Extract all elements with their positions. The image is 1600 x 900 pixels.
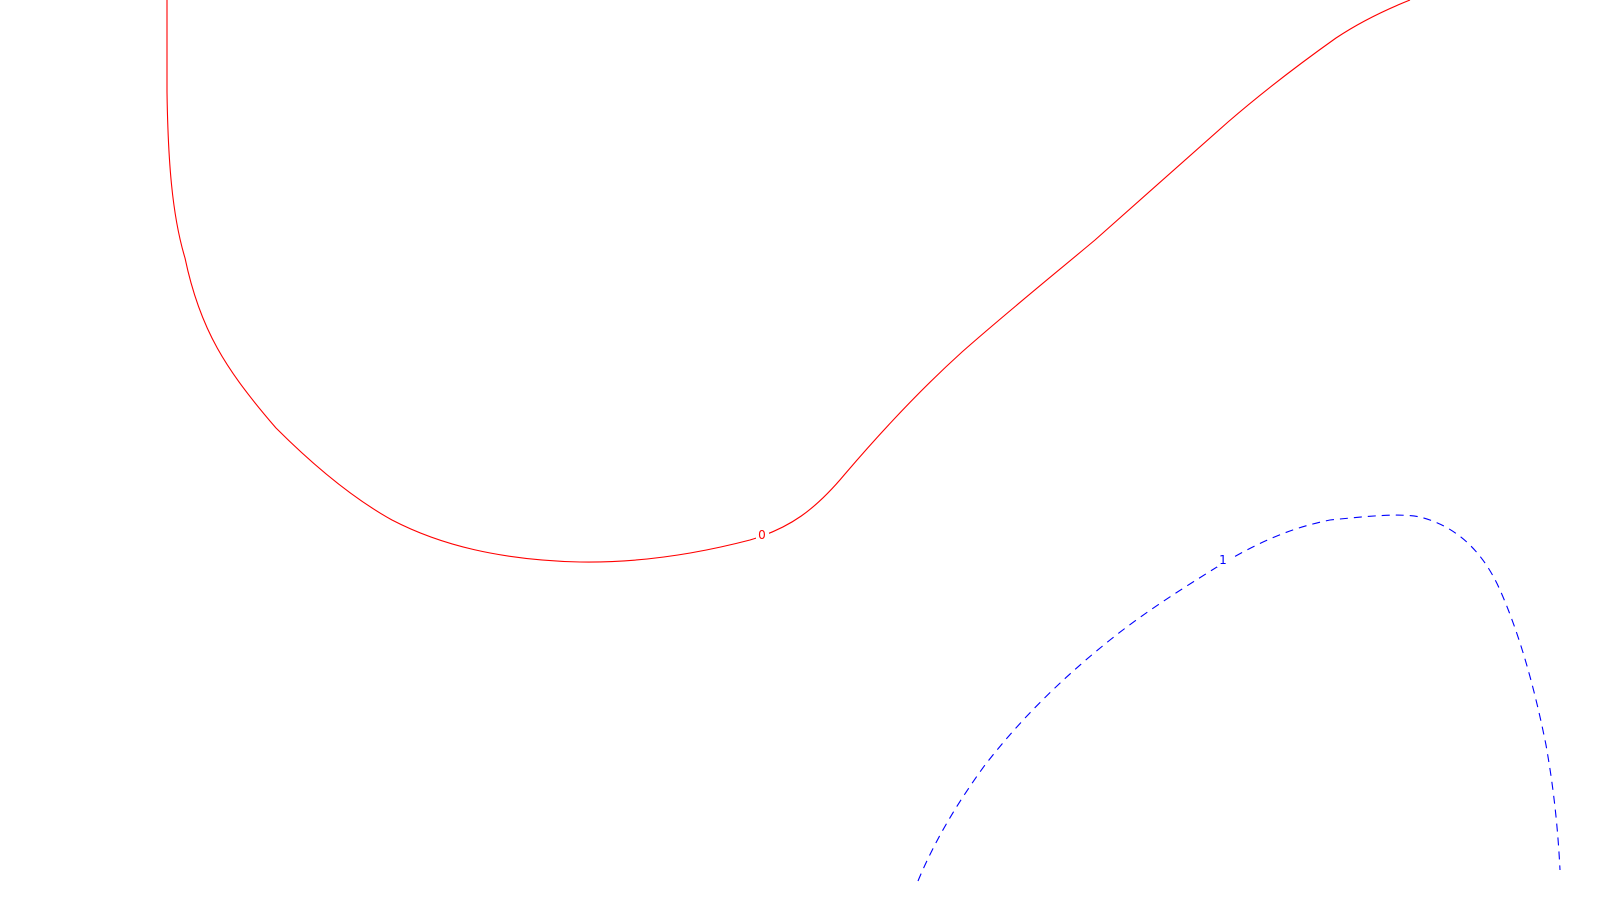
contour-lines-group — [166, 0, 1561, 882]
contour-labels-group: 01 — [756, 528, 1230, 567]
contour-label-gap-1 — [1217, 554, 1230, 567]
contour-label-level-1: 1 — [1219, 553, 1227, 567]
contour-line-level-1 — [917, 514, 1561, 882]
contour-line-level-0 — [166, 0, 1411, 563]
contour-label-level-0: 0 — [758, 528, 766, 542]
contour-label-gap-0 — [756, 530, 769, 543]
